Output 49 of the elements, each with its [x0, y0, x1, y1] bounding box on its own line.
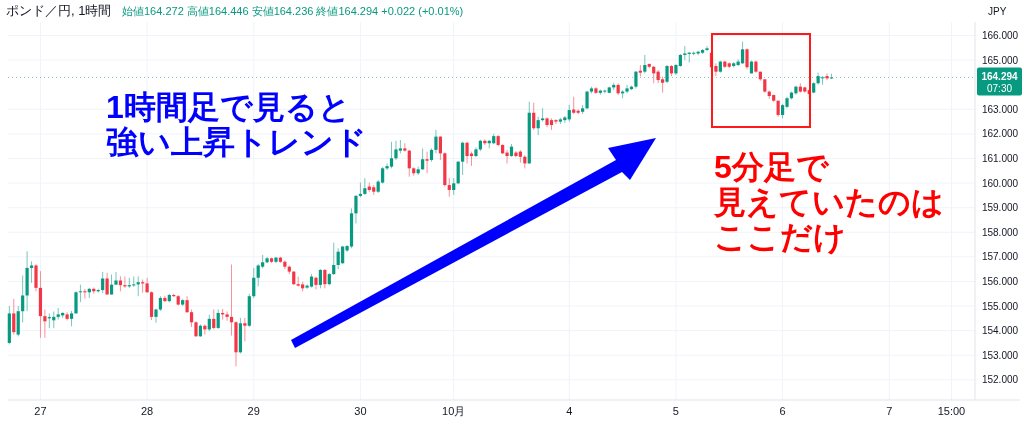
y-tick-label: 156.000	[981, 275, 1019, 287]
candlestick	[554, 118, 558, 125]
annotation: ここだけ	[714, 219, 846, 255]
candlestick	[541, 107, 545, 123]
y-tick-label: 157.000	[981, 251, 1019, 263]
candlestick	[714, 62, 718, 77]
candlestick	[163, 295, 167, 303]
candlestick	[514, 150, 518, 158]
text: 始値164.272 高値164.446 安値164.236 終値164.294 +0.022 (+0.01%)	[122, 5, 464, 17]
ref-line-label: 164.294	[981, 70, 1019, 82]
annotation: 1時間足で見ると	[106, 89, 351, 125]
y-tick-label: 159.000	[981, 202, 1019, 214]
x-tick-label: 29	[247, 405, 260, 417]
y-axis-title: JPY	[988, 6, 1007, 17]
x-tick-label: 7	[886, 405, 893, 417]
y-tick-label: 154.000	[981, 325, 1019, 337]
y-tick-label: 162.000	[981, 128, 1019, 140]
x-tick-label: 6	[779, 405, 786, 417]
x-tick-label: 10月	[442, 405, 466, 417]
candlestick	[705, 45, 709, 52]
y-tick-label: 153.000	[981, 349, 1019, 361]
x-tick-label: 15:00	[937, 405, 966, 417]
x-tick-label: 4	[566, 405, 573, 417]
y-tick-label: 160.000	[981, 177, 1019, 189]
x-tick-label: 5	[672, 405, 679, 417]
annotation: 見えていたのは	[713, 184, 944, 220]
candlestick	[625, 84, 629, 94]
y-tick-label: 158.000	[981, 226, 1019, 238]
candlestick	[385, 162, 389, 171]
candlestick	[132, 276, 136, 288]
y-tick-label: 165.000	[981, 54, 1019, 66]
candlestick	[78, 284, 83, 303]
candlestick	[83, 288, 87, 300]
candlestick	[825, 72, 829, 81]
y-tick-label: 152.000	[981, 374, 1019, 386]
x-tick-label: 30	[354, 405, 367, 417]
candlestick	[505, 149, 509, 164]
chart-title: ポンド／円, 1時間	[6, 3, 112, 18]
y-tick-label: 155.000	[981, 300, 1019, 312]
annotation: 強い上昇トレンド	[106, 124, 367, 160]
candlestick	[225, 310, 229, 322]
candlestick	[114, 271, 118, 286]
y-tick-label: 163.000	[981, 103, 1019, 115]
y-tick-label: 166.000	[981, 30, 1019, 42]
text: 07:30	[986, 82, 1013, 94]
annotation: 5分足で	[714, 149, 830, 185]
x-tick-label: 28	[140, 405, 154, 417]
x-tick-label: 27	[34, 405, 47, 417]
y-tick-label: 161.000	[981, 152, 1019, 164]
